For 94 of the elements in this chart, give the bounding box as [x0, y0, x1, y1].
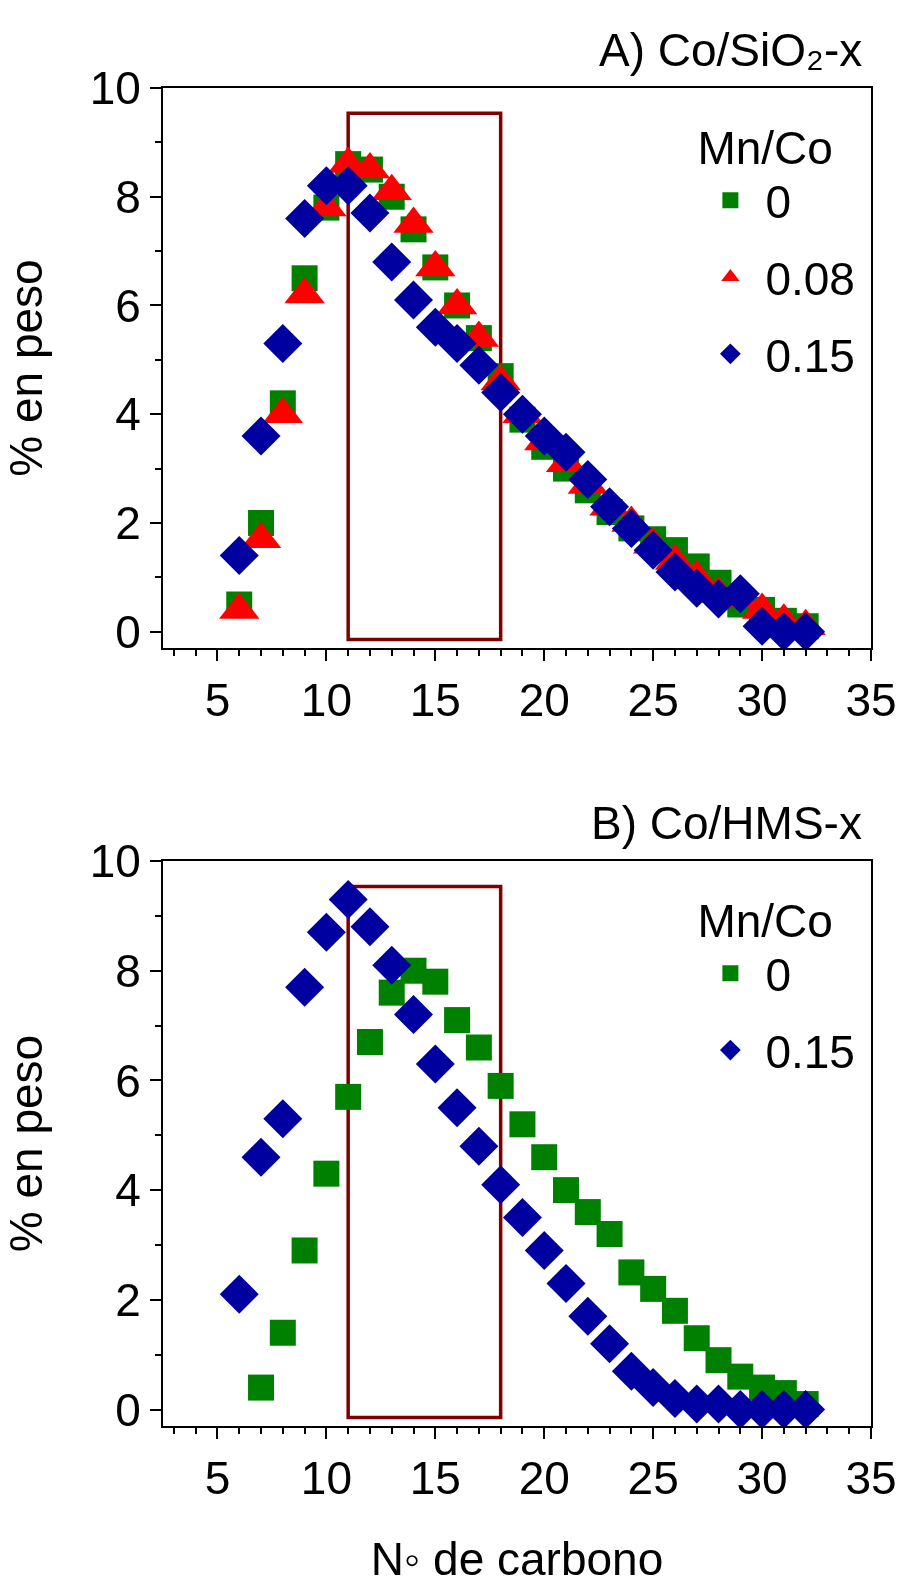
point — [727, 1363, 754, 1390]
chart-title: B) Co/HMS-x — [591, 797, 862, 849]
y-tick-label: 10 — [89, 835, 141, 888]
x-tick-label: 30 — [736, 674, 788, 727]
point — [285, 967, 325, 1007]
legend-label: 0.15 — [765, 1026, 855, 1078]
x-tick-label: 20 — [518, 674, 570, 727]
point — [422, 968, 449, 995]
point — [546, 432, 586, 472]
y-tick-label: 4 — [115, 1164, 141, 1217]
point — [378, 979, 405, 1006]
x-tick-label: 25 — [627, 1452, 679, 1505]
point — [661, 1297, 688, 1324]
legend-label: 0 — [765, 176, 791, 229]
point — [444, 1007, 471, 1034]
y-tick-label: 6 — [115, 279, 141, 332]
x-tick-label: 35 — [845, 1452, 897, 1505]
y-tick-label: 6 — [115, 1054, 141, 1107]
point — [219, 1274, 259, 1314]
y-tick-label: 0 — [115, 1383, 141, 1436]
y-tick-label: 2 — [115, 497, 141, 550]
point — [611, 1351, 651, 1391]
x-axis-title: N◦ de carbono — [370, 1533, 664, 1585]
y-tick-label: 8 — [115, 944, 141, 997]
point — [590, 1324, 630, 1364]
x-tick-label: 30 — [736, 1452, 788, 1505]
point — [487, 1072, 514, 1099]
x-tick-label: 10 — [300, 1452, 352, 1505]
point — [568, 1296, 608, 1336]
point — [350, 907, 390, 947]
point — [415, 1044, 455, 1084]
point — [481, 1165, 521, 1205]
point — [313, 1160, 340, 1187]
point — [618, 1259, 645, 1286]
point — [356, 1029, 383, 1056]
x-tick-label: 15 — [409, 1452, 461, 1505]
x-tick-label: 5 — [204, 674, 231, 727]
point — [509, 1111, 536, 1138]
legend-label: 0 — [765, 949, 791, 1002]
y-tick-label: 8 — [115, 170, 141, 223]
point — [574, 1199, 601, 1226]
point — [546, 1263, 586, 1303]
point — [481, 372, 521, 412]
y-tick-label: 10 — [89, 62, 141, 115]
point — [291, 1237, 318, 1264]
point — [372, 242, 412, 282]
y-tick-label: 0 — [115, 605, 141, 658]
point — [437, 1088, 477, 1128]
point — [553, 1177, 580, 1204]
point — [437, 324, 477, 364]
point — [219, 536, 259, 576]
y-tick-label: 2 — [115, 1273, 141, 1326]
point — [394, 280, 434, 320]
point — [502, 1198, 542, 1238]
point — [524, 1230, 564, 1270]
point — [459, 345, 499, 385]
legend-title: Mn/Co — [697, 121, 833, 174]
point — [415, 307, 455, 347]
point — [633, 530, 673, 570]
point — [640, 1275, 667, 1302]
legend-label: 0.08 — [765, 253, 855, 305]
point — [263, 1099, 303, 1139]
point — [568, 459, 608, 499]
point — [531, 1144, 558, 1171]
x-tick-label: 20 — [518, 1452, 570, 1505]
point — [350, 193, 390, 233]
point — [269, 1319, 296, 1346]
point — [683, 1325, 710, 1352]
y-tick-label: 4 — [115, 388, 141, 441]
point — [705, 1347, 732, 1374]
legend-title: Mn/Co — [697, 894, 833, 947]
x-tick-label: 15 — [409, 674, 461, 727]
x-tick-label: 5 — [204, 1452, 231, 1505]
point — [655, 552, 695, 592]
point — [263, 324, 303, 364]
x-tick-label: 35 — [845, 674, 897, 727]
point — [306, 912, 346, 952]
point — [328, 879, 368, 919]
y-axis-title: % en peso — [0, 259, 52, 477]
legend-label: 0.15 — [765, 329, 855, 382]
point — [285, 198, 325, 238]
point — [241, 1137, 281, 1177]
point — [596, 1221, 623, 1248]
point — [465, 1034, 492, 1061]
chart-title: A) Co/SiO₂-x — [599, 24, 863, 76]
point — [248, 1374, 275, 1401]
x-tick-label: 25 — [627, 674, 679, 727]
point — [335, 1083, 362, 1110]
point — [241, 416, 281, 456]
x-tick-label: 10 — [300, 674, 352, 727]
point — [394, 995, 434, 1035]
point — [372, 945, 412, 985]
y-axis-title: % en peso — [0, 1034, 52, 1253]
point — [459, 1126, 499, 1166]
